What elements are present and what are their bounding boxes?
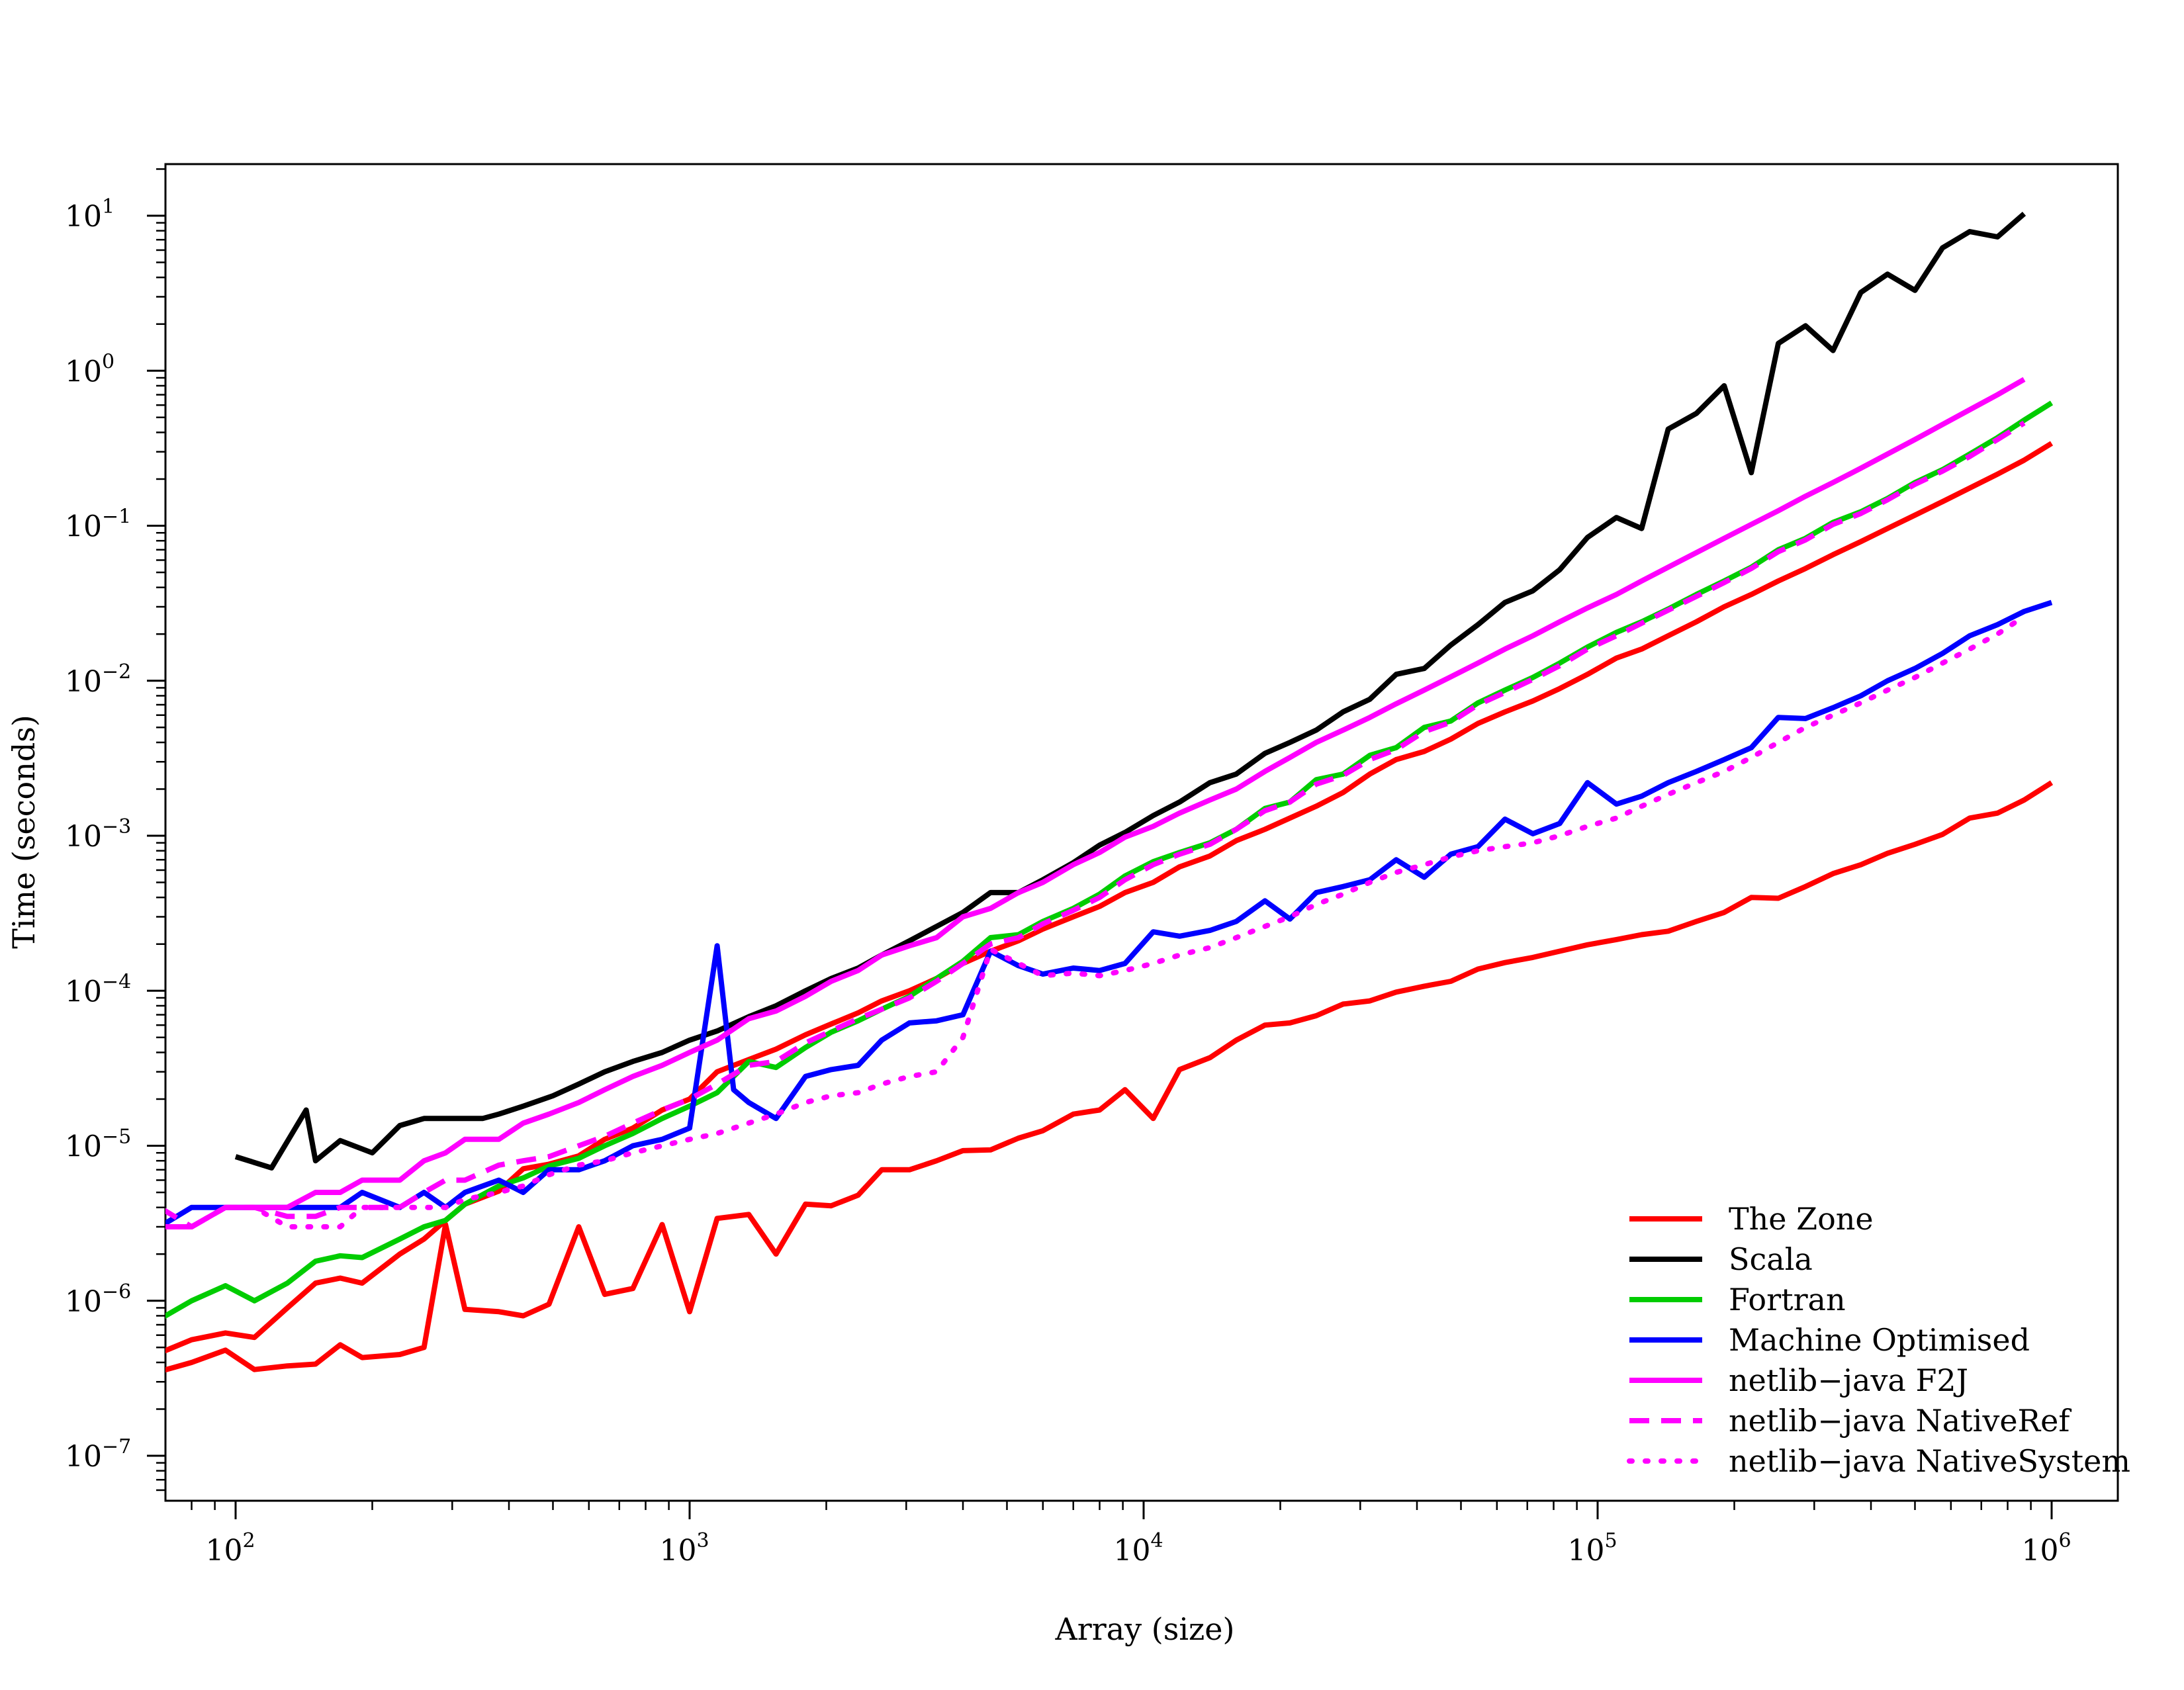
series-line-scala: [234, 211, 2026, 1171]
legend-label-scala: Scala: [1729, 1241, 1813, 1277]
x-tick-label: 102: [205, 1529, 255, 1568]
y-tick-label: 10−2: [65, 660, 131, 699]
series-line-fortran: [165, 400, 2054, 1319]
y-axis-title: Time (seconds): [6, 715, 42, 949]
x-tick-label: 105: [1567, 1529, 1617, 1568]
y-tick-label: 101: [65, 195, 114, 234]
y-tick-label: 10−3: [65, 815, 131, 854]
plot-frame: [164, 163, 2119, 1502]
x-tick-label: 103: [659, 1529, 709, 1568]
y-tick-label: 10−1: [65, 506, 131, 544]
series-line-netlib-java-nativesystem: [165, 613, 2027, 1229]
legend-label-fortran: Fortran: [1729, 1282, 1846, 1317]
series-line-the-zone: [165, 780, 2054, 1373]
legend-label-the-zone: The Zone: [1729, 1201, 1874, 1237]
legend-label-machine-optimised: Machine Optimised: [1729, 1322, 2030, 1358]
legend-label-netlib-java-nativesystem: netlib−java NativeSystem: [1729, 1443, 2130, 1479]
y-tick-label: 10−6: [65, 1280, 131, 1319]
legend-label-netlib-java-nativeref: netlib−java NativeRef: [1729, 1403, 2071, 1439]
x-tick-label: 106: [2021, 1529, 2071, 1568]
series-line-machine-optimised: [165, 600, 2053, 1227]
y-tick-label: 100: [65, 350, 114, 388]
x-tick-label: 104: [1113, 1529, 1163, 1568]
y-tick-label: 10−4: [65, 970, 131, 1008]
series-line-netlib-java-nativeref: [165, 420, 2026, 1229]
x-axis-title: Array (size): [1055, 1611, 1235, 1647]
legend-label-netlib-java-f2j: netlib−java F2J: [1729, 1362, 1968, 1398]
series-line-netlib-java-f2j: [165, 377, 2026, 1229]
y-tick-label: 10−7: [65, 1435, 131, 1474]
y-tick-label: 10−5: [65, 1126, 131, 1164]
